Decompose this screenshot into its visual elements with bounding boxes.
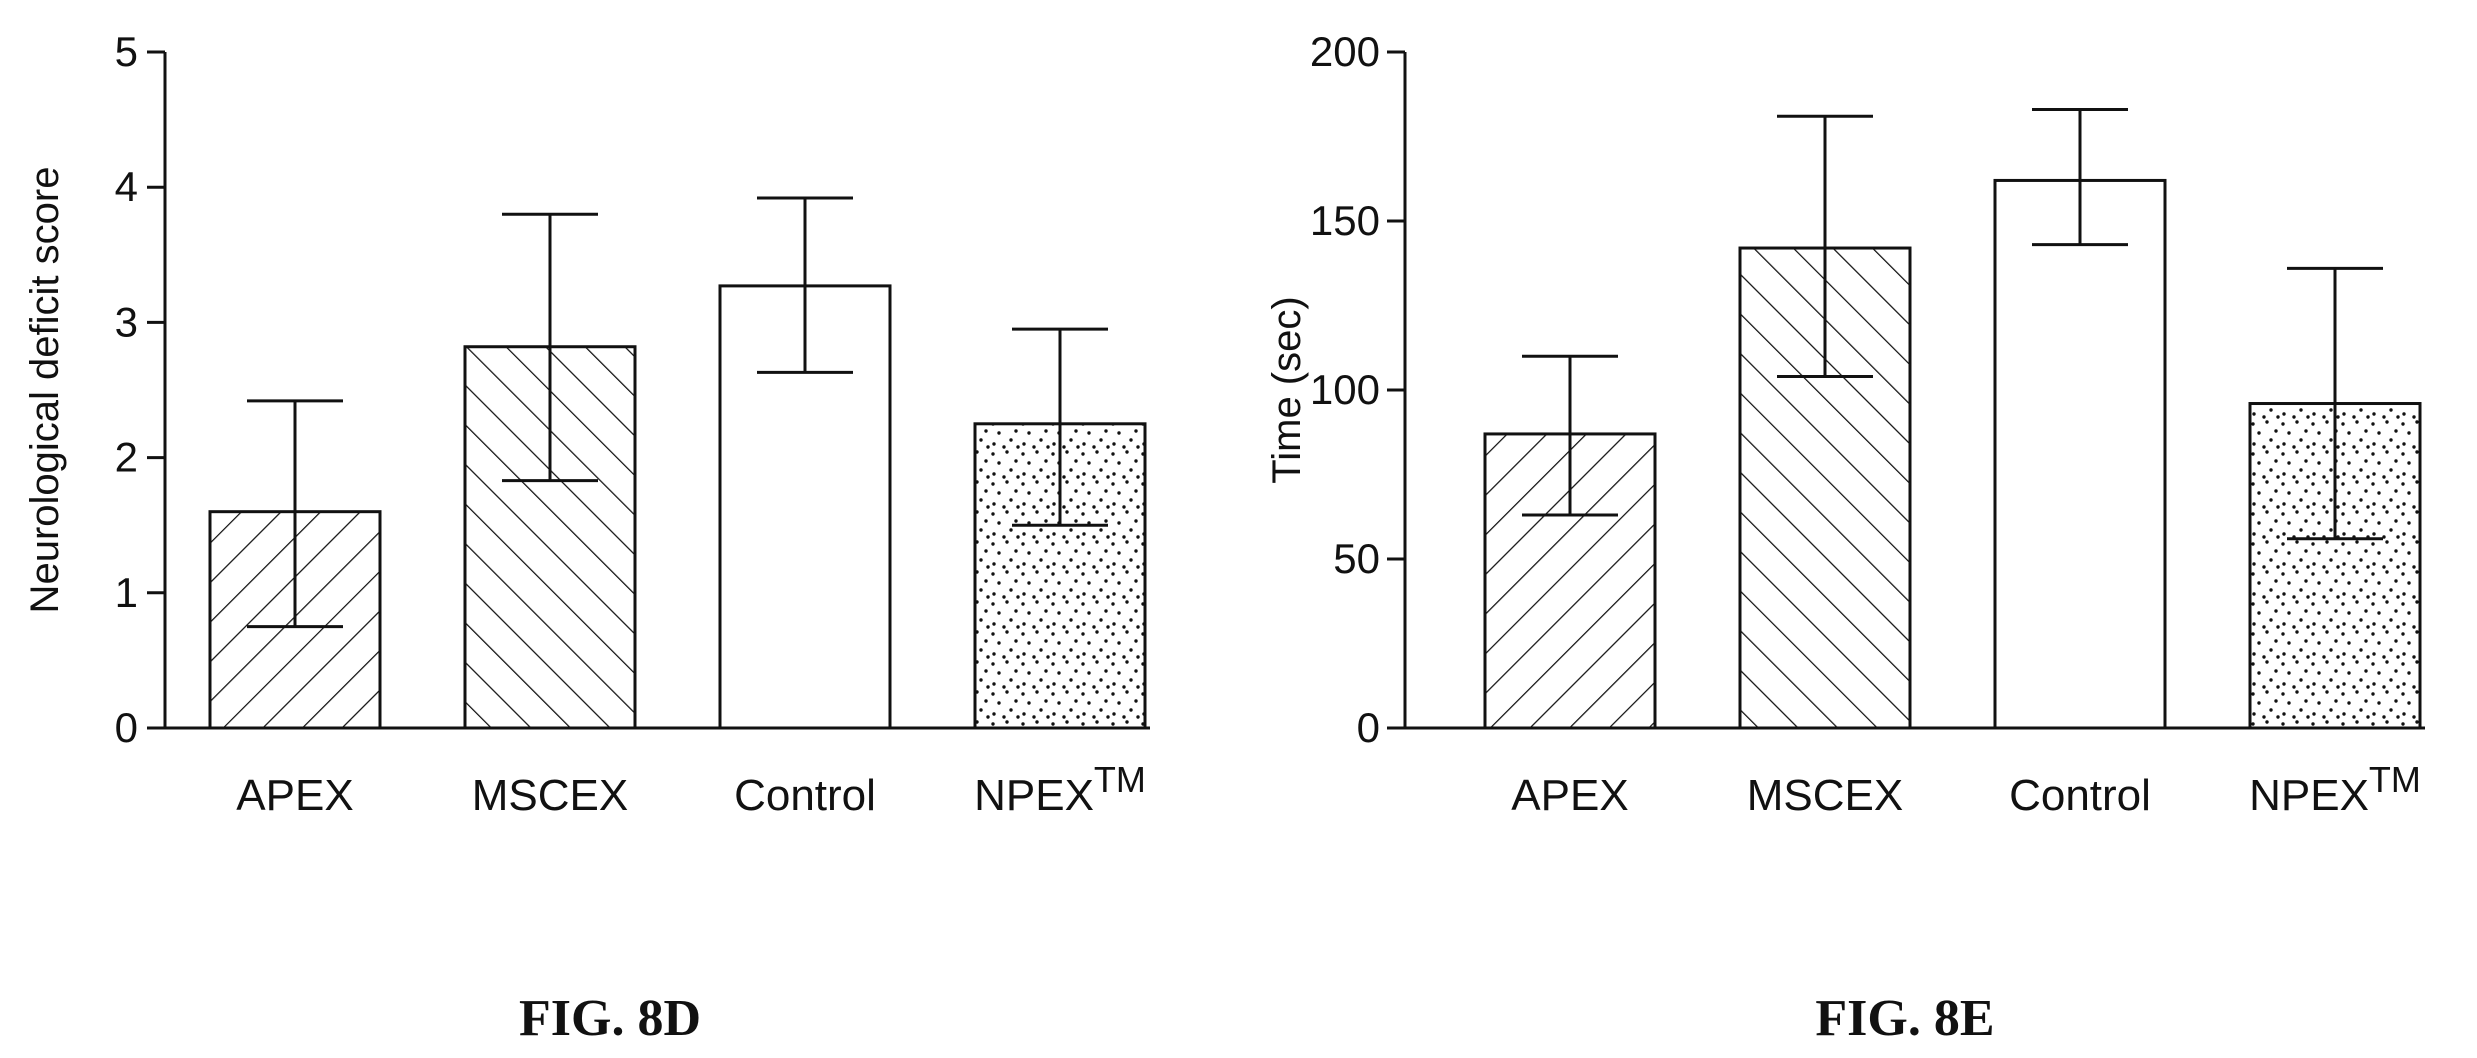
y-tick-label: 50 xyxy=(1333,535,1380,582)
y-tick-label: 0 xyxy=(115,704,138,751)
y-tick-label: 0 xyxy=(1357,704,1380,751)
category-label: Control xyxy=(2009,771,2151,820)
figure-caption: FIG. 8D xyxy=(519,990,701,1047)
y-axis-label: Neurological deficit score xyxy=(23,167,67,614)
y-tick-label: 2 xyxy=(115,434,138,481)
category-label: Control xyxy=(734,771,876,820)
chart-0: 0 1 2 3 4 5 Neurological deficit score APEX MSCE… xyxy=(23,28,1150,1047)
category-label-superscript: TM xyxy=(1094,759,1146,800)
y-tick-label: 3 xyxy=(115,298,138,345)
y-tick-label: 5 xyxy=(115,28,138,75)
category-label: NPEXTM xyxy=(2249,759,2421,820)
y-tick-label: 100 xyxy=(1310,366,1380,413)
charts-layer: 0 1 2 3 4 5 Neurological deficit score APEX MSCE… xyxy=(23,28,2425,1047)
category-label-superscript: TM xyxy=(2369,759,2421,800)
category-label: MSCEX xyxy=(472,771,628,820)
category-label: NPEXTM xyxy=(974,759,1146,820)
chart-1: 0 50 100 150 200 Time (sec) APEX MSCEX Control NP… xyxy=(1265,28,2425,1047)
figure-caption: FIG. 8E xyxy=(1815,990,1994,1047)
category-label: APEX xyxy=(1511,771,1628,820)
y-axis-label: Time (sec) xyxy=(1265,296,1309,483)
y-tick-label: 1 xyxy=(115,569,138,616)
y-tick-label: 150 xyxy=(1310,197,1380,244)
category-label: MSCEX xyxy=(1747,771,1903,820)
category-label: APEX xyxy=(236,771,353,820)
y-tick-label: 4 xyxy=(115,163,138,210)
bar-control xyxy=(1993,178,2167,730)
y-tick-label: 200 xyxy=(1310,28,1380,75)
